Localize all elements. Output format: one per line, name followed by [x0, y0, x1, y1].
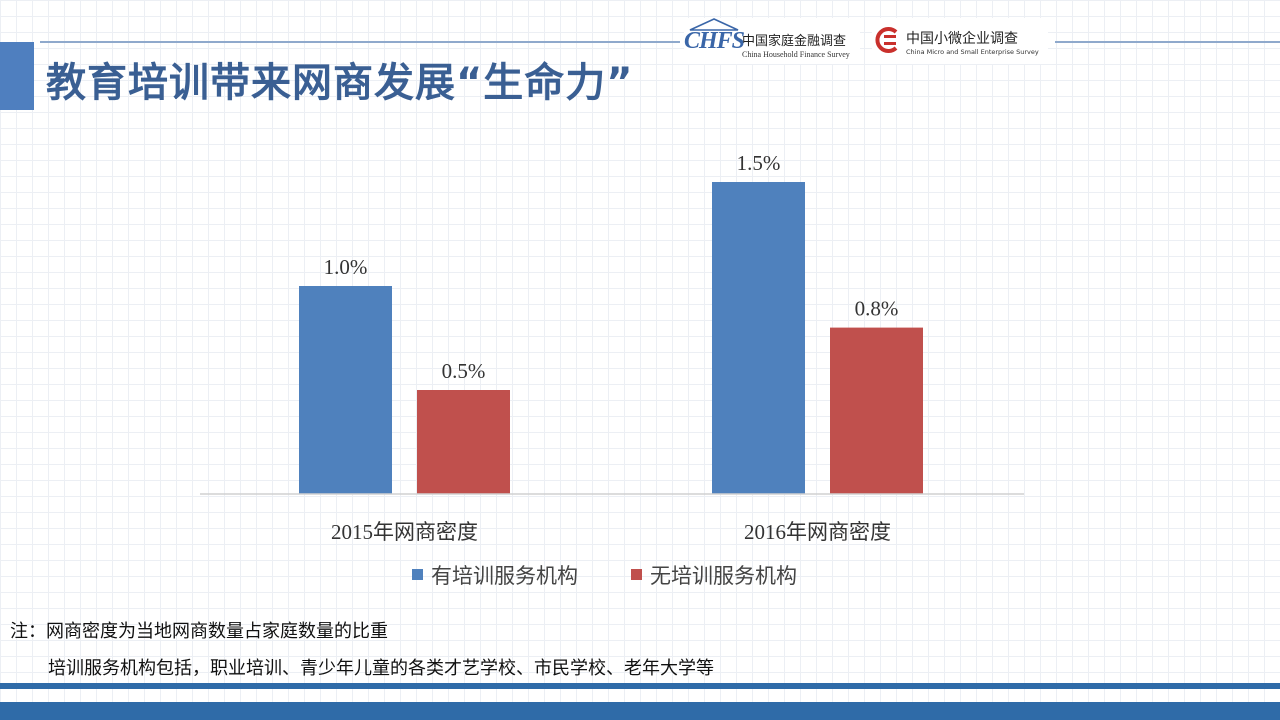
title-accent-bar — [0, 42, 34, 110]
x-tick-label-2: 2016年网商密度 — [744, 520, 891, 544]
footer-band-thin — [0, 683, 1280, 689]
cmse-emblem-icon — [875, 27, 898, 53]
legend-label-2: 无培训服务机构 — [650, 564, 797, 588]
header-rule-right — [1055, 41, 1280, 43]
data-label-with-training-2: 1.5% — [737, 151, 781, 175]
legend-swatch-1 — [412, 569, 423, 580]
page-title: 教育培训带来网商发展“生命力” — [46, 60, 634, 106]
bar-with-training-2 — [712, 182, 805, 494]
chfs-logo-mark: CHFS — [684, 28, 745, 54]
chfs-logo: CHFS 中国家庭金融调查 China Household Finance Su… — [684, 18, 860, 64]
bar-without-training-1 — [417, 390, 510, 494]
chfs-roof-icon — [689, 18, 739, 31]
legend-swatch-2 — [631, 569, 642, 580]
cmse-logo-name-en: China Micro and Small Enterprise Survey — [906, 48, 1039, 56]
footnote-training-scope: 培训服务机构包括，职业培训、青少年儿童的各类才艺学校、市民学校、老年大学等 — [48, 658, 714, 679]
bar-without-training-2 — [830, 327, 923, 494]
bar-with-training-1 — [299, 286, 392, 494]
header-rule-left — [40, 41, 680, 43]
footnote-definition: 注：网商密度为当地网商数量占家庭数量的比重 — [10, 621, 388, 642]
data-label-without-training-2: 0.8% — [855, 297, 899, 321]
bar-chart: 1.0% 0.5% 2015年网商密度 1.5% 0.8% 2016年网商密度 有培训服务… — [200, 151, 1024, 588]
cmse-logo: 中国小微企业调查 China Micro and Small Enterpris… — [872, 18, 1048, 64]
data-label-with-training-1: 1.0% — [324, 255, 368, 279]
x-tick-label-1: 2015年网商密度 — [331, 520, 478, 544]
data-label-without-training-1: 0.5% — [442, 359, 486, 383]
chfs-logo-name-en: China Household Finance Survey — [742, 50, 850, 59]
cmse-logo-name-cn: 中国小微企业调查 — [906, 31, 1018, 47]
legend-label-1: 有培训服务机构 — [431, 564, 578, 588]
chfs-logo-name-cn: 中国家庭金融调查 — [742, 34, 847, 49]
footer-band-thick — [0, 702, 1280, 720]
